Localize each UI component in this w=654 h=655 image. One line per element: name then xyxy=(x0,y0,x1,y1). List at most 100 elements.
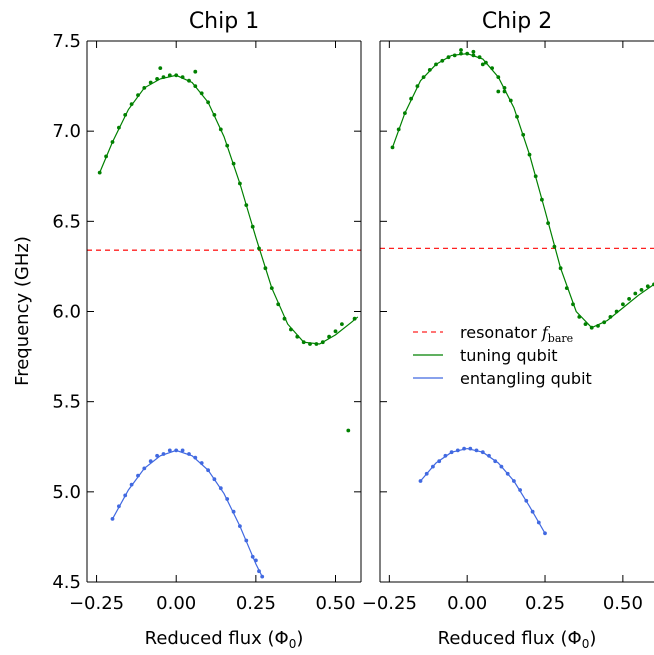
data-point-entangling-qubit xyxy=(481,450,485,454)
data-point-entangling-qubit xyxy=(431,465,435,469)
y-axis-label: Frequency (GHz) xyxy=(12,236,33,386)
data-point-tuning-qubit xyxy=(142,86,146,90)
data-point-tuning-qubit xyxy=(225,144,229,148)
data-point-tuning-qubit xyxy=(158,66,162,70)
data-point-entangling-qubit xyxy=(254,559,258,563)
data-point-tuning-qubit xyxy=(315,342,319,346)
legend-label: resonator fbare xyxy=(460,323,573,345)
data-point-tuning-qubit xyxy=(440,59,444,63)
data-point-entangling-qubit xyxy=(206,468,210,472)
data-point-tuning-qubit xyxy=(490,66,494,70)
x-axis-label: Reduced flux (Φ0) xyxy=(438,628,597,650)
data-point-tuning-qubit xyxy=(403,111,407,115)
data-point-tuning-qubit xyxy=(478,55,482,59)
data-point-tuning-qubit xyxy=(206,100,210,104)
y-tick-label: 6.5 xyxy=(52,211,81,232)
data-point-entangling-qubit xyxy=(512,479,516,483)
legend-entry: tuning qubit xyxy=(413,346,558,365)
data-point-entangling-qubit xyxy=(531,510,535,514)
data-point-tuning-qubit xyxy=(123,113,127,117)
data-point-tuning-qubit xyxy=(503,90,507,94)
data-point-tuning-qubit xyxy=(434,63,438,67)
data-point-tuning-qubit xyxy=(251,225,255,229)
data-point-tuning-qubit xyxy=(340,322,344,326)
data-point-entangling-qubit xyxy=(200,461,204,465)
data-point-tuning-qubit xyxy=(515,115,519,119)
data-point-entangling-qubit xyxy=(162,452,166,456)
data-point-tuning-qubit xyxy=(428,68,432,72)
x-tick-label: 0.25 xyxy=(236,593,276,614)
data-point-entangling-qubit xyxy=(260,575,264,579)
data-point-tuning-qubit xyxy=(646,284,650,288)
data-point-entangling-qubit xyxy=(450,450,454,454)
data-point-tuning-qubit xyxy=(571,302,575,306)
data-point-tuning-qubit xyxy=(111,140,115,144)
data-point-entangling-qubit xyxy=(444,454,448,458)
data-point-tuning-qubit xyxy=(640,288,644,292)
data-point-tuning-qubit xyxy=(496,75,500,79)
data-point-tuning-qubit xyxy=(334,329,338,333)
fit-line-tuning-qubit xyxy=(393,54,654,328)
data-point-tuning-qubit xyxy=(162,75,166,79)
data-point-tuning-qubit xyxy=(302,340,306,344)
data-point-entangling-qubit xyxy=(543,531,547,535)
data-point-entangling-qubit xyxy=(123,494,127,498)
data-point-tuning-qubit xyxy=(289,328,293,332)
data-point-tuning-qubit xyxy=(213,113,217,117)
x-tick-label: 0.00 xyxy=(447,593,487,614)
data-point-tuning-qubit xyxy=(459,52,463,56)
data-point-tuning-qubit xyxy=(528,153,532,157)
data-point-tuning-qubit xyxy=(264,266,268,270)
data-point-tuning-qubit xyxy=(136,93,140,97)
data-point-tuning-qubit xyxy=(565,286,569,290)
data-point-entangling-qubit xyxy=(244,539,248,543)
x-tick-label: −0.25 xyxy=(69,593,124,614)
data-point-entangling-qubit xyxy=(225,497,229,501)
fit-line-entangling-qubit xyxy=(113,450,263,576)
data-point-tuning-qubit xyxy=(472,50,476,54)
data-point-tuning-qubit xyxy=(465,52,469,56)
data-point-tuning-qubit xyxy=(602,320,606,324)
data-point-tuning-qubit xyxy=(447,55,451,59)
data-point-tuning-qubit xyxy=(397,127,401,131)
data-point-entangling-qubit xyxy=(232,510,236,514)
data-point-tuning-qubit xyxy=(521,133,525,137)
legend-label: entangling qubit xyxy=(460,369,592,388)
x-tick-label: −0.25 xyxy=(362,593,417,614)
data-point-entangling-qubit xyxy=(419,479,423,483)
axes-frame xyxy=(87,41,361,582)
data-point-entangling-qubit xyxy=(506,472,510,476)
data-point-entangling-qubit xyxy=(168,449,172,453)
data-point-tuning-qubit xyxy=(596,324,600,328)
panel-title: Chip 2 xyxy=(482,9,552,34)
data-point-tuning-qubit xyxy=(193,70,197,74)
data-point-tuning-qubit xyxy=(174,73,178,77)
data-point-tuning-qubit xyxy=(168,73,172,77)
legend-entry: entangling qubit xyxy=(413,369,592,388)
data-point-tuning-qubit xyxy=(244,203,248,207)
y-tick-label: 6.0 xyxy=(52,302,81,323)
data-point-tuning-qubit xyxy=(321,340,325,344)
data-point-tuning-qubit xyxy=(219,127,223,131)
data-point-tuning-qubit xyxy=(553,245,557,249)
axes-frame xyxy=(380,41,654,582)
data-point-entangling-qubit xyxy=(187,452,191,456)
data-point-tuning-qubit xyxy=(238,182,242,186)
y-tick-label: 7.0 xyxy=(52,121,81,142)
plot-area xyxy=(380,48,654,535)
x-tick-label: 0.50 xyxy=(315,593,355,614)
data-point-entangling-qubit xyxy=(500,465,504,469)
y-tick-label: 5.5 xyxy=(52,392,81,413)
data-point-tuning-qubit xyxy=(534,174,538,178)
data-point-tuning-qubit xyxy=(590,326,594,330)
data-point-tuning-qubit xyxy=(503,86,507,90)
data-point-tuning-qubit xyxy=(609,315,613,319)
data-point-tuning-qubit xyxy=(559,266,563,270)
data-point-entangling-qubit xyxy=(425,472,429,476)
x-tick-label: 0.50 xyxy=(603,593,643,614)
data-point-tuning-qubit xyxy=(615,310,619,314)
data-point-tuning-qubit xyxy=(200,91,204,95)
data-point-tuning-qubit xyxy=(416,84,420,88)
